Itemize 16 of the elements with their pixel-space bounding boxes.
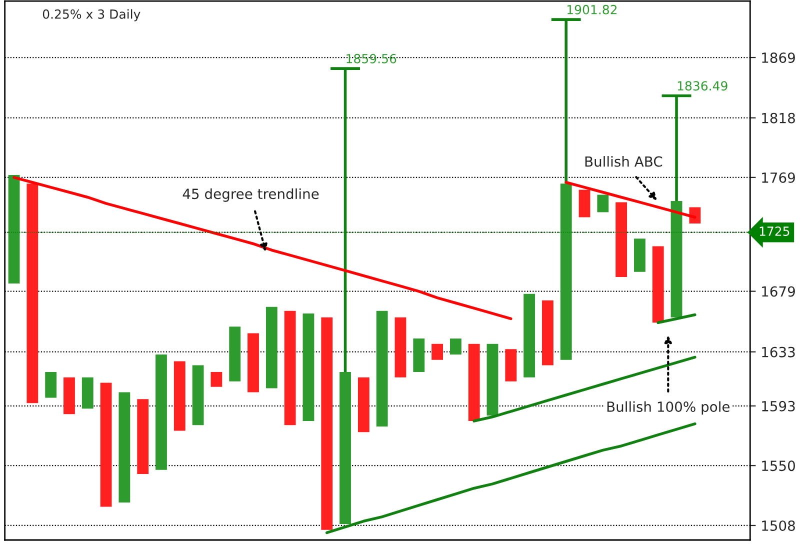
y-tick-label: 1593: [762, 400, 795, 412]
annotation: Bullish ABC: [585, 156, 662, 167]
y-tick-label: 1869: [762, 52, 795, 63]
y-tick-label: 1633: [762, 346, 795, 358]
annotation: 1901.82: [567, 4, 617, 14]
annotation: 45 degree trendline: [182, 188, 319, 202]
y-tick-label: 1679: [762, 286, 795, 297]
y-tick-label: 1508: [762, 520, 795, 531]
annotation: 1836.49: [678, 81, 728, 91]
y-tick-label: 1550: [762, 460, 795, 472]
y-tick-label: 1769: [762, 172, 795, 183]
annotation: 1859.56: [346, 54, 396, 64]
ref-line-label: 1725: [760, 226, 790, 236]
text: 0.25% x 3 Daily: [42, 9, 140, 22]
y-tick-label: 1818: [762, 112, 795, 124]
annotation: Bullish 100% pole: [607, 401, 730, 415]
